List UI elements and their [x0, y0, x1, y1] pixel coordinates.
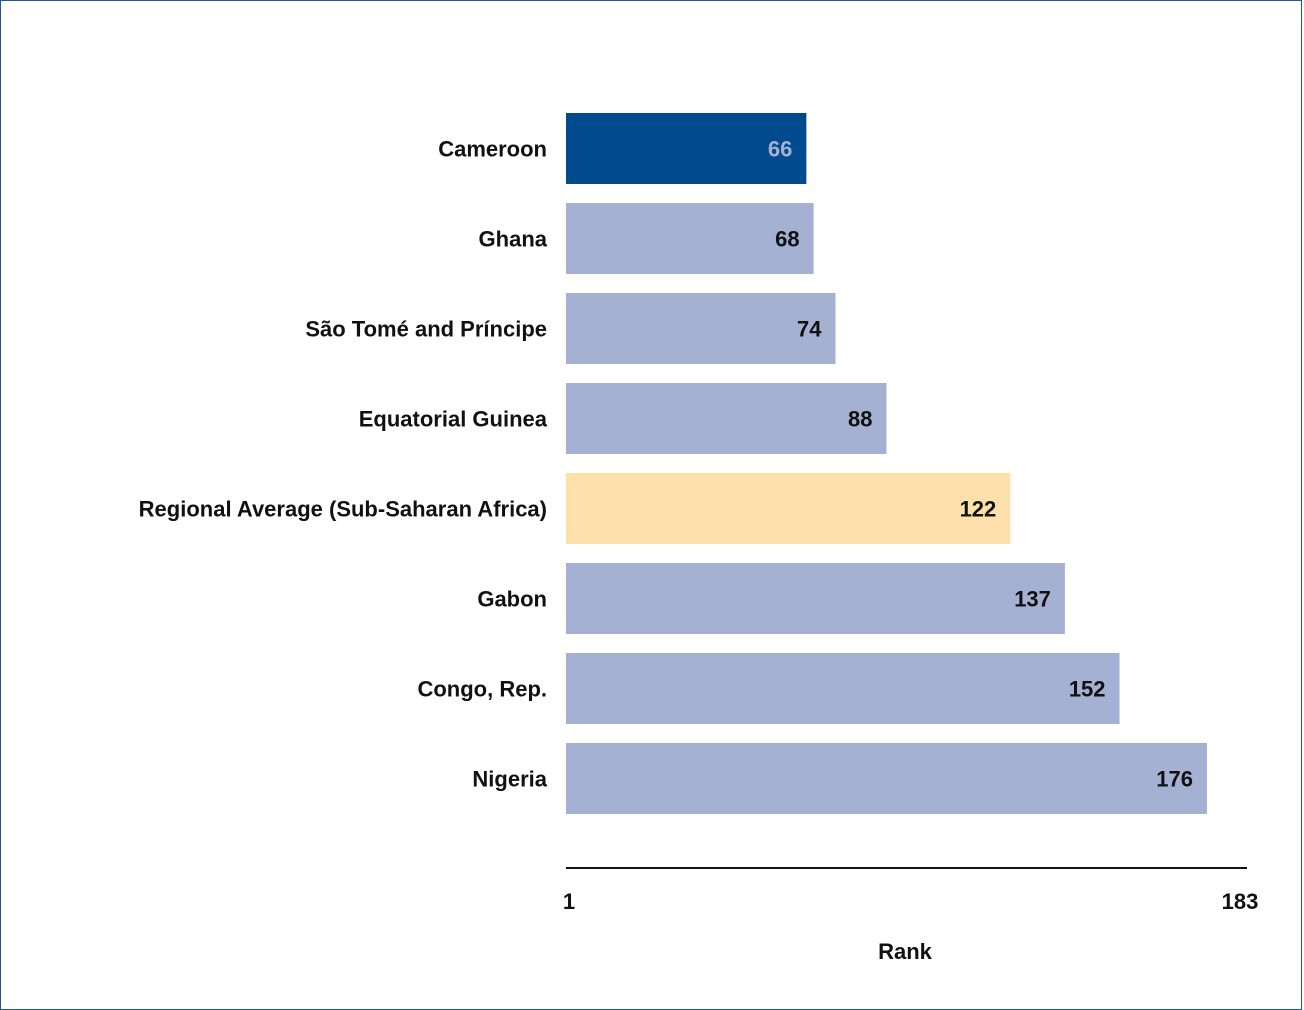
- category-label-5: Gabon: [477, 587, 547, 612]
- category-label-2: São Tomé and Príncipe: [305, 317, 547, 342]
- bar-6: [566, 653, 1120, 724]
- bar-7: [566, 743, 1207, 814]
- category-label-1: Ghana: [479, 227, 548, 252]
- value-label-5: 137: [1014, 587, 1051, 612]
- value-label-3: 88: [848, 407, 872, 432]
- x-axis-label: Rank: [878, 939, 933, 964]
- x-tick-max: 183: [1222, 889, 1259, 914]
- category-label-3: Equatorial Guinea: [359, 407, 548, 432]
- value-label-7: 176: [1156, 767, 1193, 792]
- value-label-2: 74: [797, 317, 822, 342]
- bars-group: Cameroon 66 Ghana 68 São Tomé and Príncipe 74…: [139, 113, 1207, 814]
- category-label-4: Regional Average (Sub-Saharan Africa): [139, 497, 547, 522]
- value-label-1: 68: [775, 227, 799, 252]
- bar-2: [566, 293, 836, 364]
- category-label-7: Nigeria: [472, 767, 547, 792]
- value-label-0: 66: [768, 137, 792, 162]
- category-label-6: Congo, Rep.: [417, 677, 547, 702]
- bar-3: [566, 383, 887, 454]
- bar-0: [566, 113, 807, 184]
- value-label-6: 152: [1069, 677, 1106, 702]
- x-tick-min: 1: [563, 889, 575, 914]
- category-label-0: Cameroon: [438, 137, 547, 162]
- bar-4: [566, 473, 1011, 544]
- bar-5: [566, 563, 1065, 634]
- bar-1: [566, 203, 814, 274]
- value-label-4: 122: [960, 497, 997, 522]
